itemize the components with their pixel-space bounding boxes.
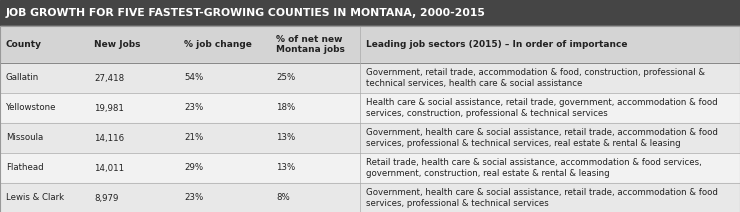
- Bar: [0, 123, 740, 153]
- Text: 14,011: 14,011: [94, 163, 124, 173]
- Text: 23%: 23%: [184, 194, 204, 202]
- Text: 25%: 25%: [276, 74, 295, 82]
- Bar: [0, 26, 740, 212]
- Text: 13%: 13%: [276, 134, 295, 142]
- Bar: [0, 93, 740, 123]
- Text: Government, retail trade, accommodation & food, construction, professional &
tec: Government, retail trade, accommodation …: [366, 68, 705, 88]
- Text: Flathead: Flathead: [6, 163, 44, 173]
- Text: New Jobs: New Jobs: [94, 40, 141, 49]
- Text: 21%: 21%: [184, 134, 204, 142]
- Text: 14,116: 14,116: [94, 134, 124, 142]
- Text: 19,981: 19,981: [94, 103, 124, 113]
- Text: 29%: 29%: [184, 163, 203, 173]
- Text: % of net new
Montana jobs: % of net new Montana jobs: [276, 35, 345, 54]
- Text: % job change: % job change: [184, 40, 252, 49]
- Text: 27,418: 27,418: [94, 74, 124, 82]
- Text: Government, health care & social assistance, retail trade, accommodation & food
: Government, health care & social assista…: [366, 128, 718, 148]
- Text: Missoula: Missoula: [6, 134, 43, 142]
- Text: 54%: 54%: [184, 74, 204, 82]
- Text: JOB GROWTH FOR FIVE FASTEST-GROWING COUNTIES IN MONTANA, 2000-2015: JOB GROWTH FOR FIVE FASTEST-GROWING COUN…: [6, 8, 486, 18]
- Text: 18%: 18%: [276, 103, 295, 113]
- Bar: [0, 63, 740, 93]
- Text: Yellowstone: Yellowstone: [6, 103, 56, 113]
- Text: Gallatin: Gallatin: [6, 74, 39, 82]
- Text: 23%: 23%: [184, 103, 204, 113]
- Bar: [0, 26, 740, 63]
- Text: Government, health care & social assistance, retail trade, accommodation & food
: Government, health care & social assista…: [366, 188, 718, 208]
- Bar: [0, 0, 740, 26]
- Text: County: County: [6, 40, 42, 49]
- Bar: [0, 183, 740, 212]
- Text: 8%: 8%: [276, 194, 290, 202]
- Text: 8,979: 8,979: [94, 194, 118, 202]
- Text: Lewis & Clark: Lewis & Clark: [6, 194, 64, 202]
- Text: Leading job sectors (2015) – In order of importance: Leading job sectors (2015) – In order of…: [366, 40, 628, 49]
- Text: Retail trade, health care & social assistance, accommodation & food services,
go: Retail trade, health care & social assis…: [366, 158, 702, 178]
- Text: Health care & social assistance, retail trade, government, accommodation & food
: Health care & social assistance, retail …: [366, 98, 718, 118]
- Bar: [0, 153, 740, 183]
- Text: 13%: 13%: [276, 163, 295, 173]
